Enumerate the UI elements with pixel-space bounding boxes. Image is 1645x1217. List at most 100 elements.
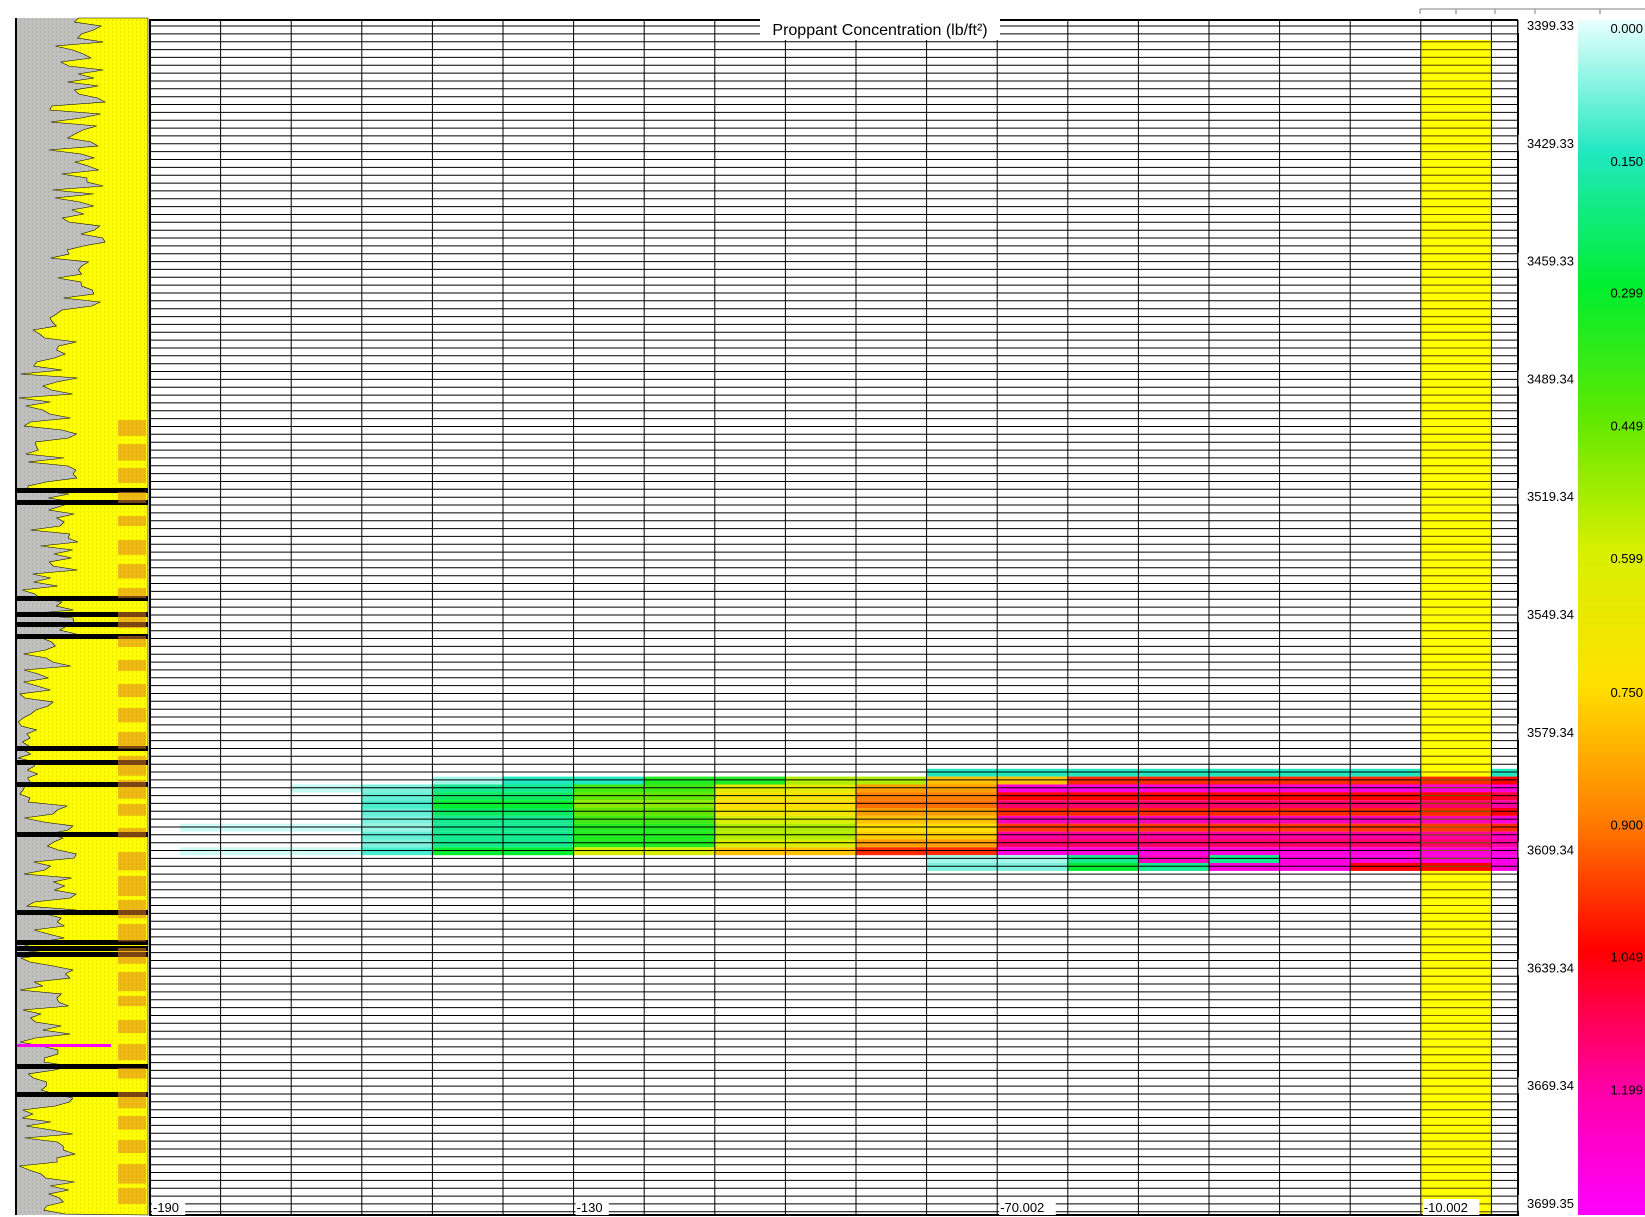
heatmap-cell — [361, 784, 433, 793]
litho-red-mark — [118, 588, 146, 599]
shale-band — [16, 946, 148, 951]
heatmap-cell — [361, 800, 433, 809]
shale-band — [16, 596, 148, 601]
colorbar-label: 0.900 — [1610, 818, 1643, 833]
wellbore-cell — [1420, 792, 1492, 801]
colorbar-label: 0.150 — [1610, 154, 1643, 169]
wellbore-fill — [1420, 40, 1492, 1215]
wellbore-cell — [1420, 823, 1492, 832]
heatmap-cell — [1138, 863, 1209, 871]
shale-band — [16, 940, 148, 945]
wellbore-cell — [1420, 831, 1492, 840]
y-tick-label-bg — [1518, 723, 1576, 740]
litho-marker — [16, 1044, 111, 1047]
litho-red-mark — [118, 732, 146, 749]
wellbore-cell — [1420, 815, 1492, 824]
heatmap-cell — [291, 784, 362, 793]
shale-band — [16, 952, 148, 957]
colorbar-label: 0.299 — [1610, 286, 1643, 301]
heatmap-cell — [361, 792, 433, 801]
heatmap-cell — [1491, 808, 1518, 816]
y-tick-label: 3429.33 — [1527, 136, 1574, 151]
heatmap-cell — [926, 768, 1518, 777]
shale-band — [16, 782, 148, 787]
litho-red-mark — [118, 1092, 146, 1109]
x-tick-label: -70.002 — [1000, 1200, 1044, 1215]
litho-red-mark — [118, 996, 146, 1007]
heatmap-cell — [361, 831, 433, 840]
y-tick-label-bg — [1518, 959, 1576, 976]
x-tick-label-bg — [575, 1199, 609, 1215]
litho-red-mark — [118, 1140, 146, 1153]
shale-band — [16, 1064, 148, 1069]
litho-red-mark — [118, 756, 146, 776]
heatmap-cell — [1491, 847, 1518, 856]
colorbar-label: 0.599 — [1610, 551, 1643, 566]
heatmap-cell — [361, 815, 433, 824]
wellbore-dividers — [1420, 41, 1492, 1213]
heatmap-cell — [1491, 792, 1518, 801]
wellbore-cell — [1420, 784, 1492, 793]
litho-red-mark — [118, 948, 146, 964]
litho-red-mark — [118, 900, 146, 919]
colorbar-gradient — [1578, 20, 1645, 1215]
y-tick-label: 3639.34 — [1527, 960, 1574, 975]
shale-band — [16, 612, 148, 617]
colorbar-labels: 0.000 0.150 0.299 0.449 0.599 0.750 0.900 1.049… — [1610, 21, 1643, 1097]
y-tick-label-bg — [1518, 841, 1576, 858]
wellbore-cell — [1420, 855, 1492, 863]
heatmap-cell — [1491, 823, 1518, 832]
heatmap-cell — [1491, 855, 1518, 863]
y-tick-label-bg — [1518, 134, 1576, 151]
heatmap-cell — [1067, 776, 1421, 785]
litho-red-mark — [118, 1020, 146, 1034]
heatmap-cell — [1491, 815, 1518, 824]
heatmap-cell — [1491, 784, 1518, 793]
y-tick-label: 3399.33 — [1527, 18, 1574, 33]
chart-title: Proppant Concentration (lb/ft²) — [772, 22, 987, 39]
litho-red-mark — [118, 1068, 146, 1079]
window-corner-widget — [1419, 8, 1645, 14]
litho-red-mark — [118, 684, 146, 698]
litho-red-mark — [118, 540, 146, 555]
litho-red-mark — [118, 1116, 146, 1130]
shale-band — [16, 488, 148, 493]
colorbar-label: 0.750 — [1610, 685, 1643, 700]
heatmap-cell — [1491, 863, 1518, 871]
litho-red-mark — [118, 1188, 146, 1204]
y-tick-label-bg — [1518, 17, 1576, 33]
y-tick-label: 3549.34 — [1527, 607, 1574, 622]
wellbore-cell — [1420, 863, 1492, 871]
litho-red-mark — [118, 828, 146, 839]
wellbore-cell — [1420, 808, 1492, 816]
x-tick-label-bg — [152, 1199, 186, 1215]
wellbore-cell — [1420, 800, 1492, 809]
litho-red-mark — [118, 780, 146, 799]
litho-red-mark — [118, 612, 146, 629]
litho-red-mark — [118, 660, 146, 671]
heatmap-cell — [1067, 855, 1139, 863]
heatmap-cell — [361, 839, 433, 848]
x-tick-label: -130 — [577, 1200, 603, 1215]
y-tick-label: 3579.34 — [1527, 725, 1574, 740]
litho-red-mark — [118, 1044, 146, 1061]
x-tick-label: -190 — [153, 1200, 179, 1215]
litho-red-mark — [118, 708, 146, 723]
litho-red-mark — [118, 804, 146, 816]
litho-red-mark — [118, 924, 146, 942]
heatmap-cell — [180, 823, 362, 832]
y-tick-label-bg — [1518, 488, 1576, 505]
litho-red-mark — [118, 636, 146, 647]
colorbar-label: 0.449 — [1610, 418, 1643, 433]
heatmap-cell — [361, 808, 433, 816]
y-tick-label: 3459.33 — [1527, 254, 1574, 269]
colorbar — [1578, 20, 1645, 1215]
colorbar-label: 1.199 — [1610, 1082, 1643, 1097]
heatmap-cell — [180, 847, 362, 856]
heatmap-cell — [432, 776, 503, 785]
lithology-log-track — [15, 17, 149, 1216]
heatmap-cell — [1138, 855, 1209, 863]
litho-red-mark — [118, 516, 146, 527]
heatmap-cell — [1491, 839, 1518, 848]
y-tick-label: 3699.35 — [1527, 1196, 1574, 1211]
